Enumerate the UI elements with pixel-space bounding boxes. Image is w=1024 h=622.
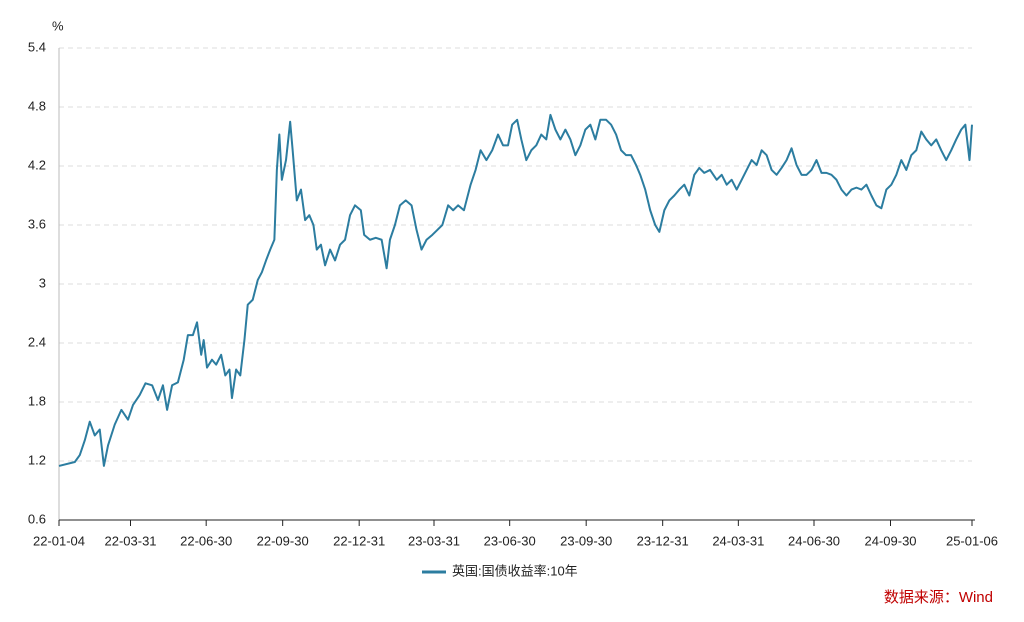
x-tick-label: 23-09-30 xyxy=(560,533,612,548)
y-tick-label: 0.6 xyxy=(28,511,46,526)
x-tick-label: 22-09-30 xyxy=(257,533,309,548)
x-tick-label: 23-06-30 xyxy=(484,533,536,548)
x-tick-label: 24-06-30 xyxy=(788,533,840,548)
x-tick-label: 22-12-31 xyxy=(333,533,385,548)
x-tick-label: 22-01-04 xyxy=(33,533,85,548)
x-tick-label: 22-06-30 xyxy=(180,533,232,548)
x-tick-label: 22-03-31 xyxy=(104,533,156,548)
y-tick-label: 4.8 xyxy=(28,98,46,113)
x-tick-label: 23-03-31 xyxy=(408,533,460,548)
legend-label: 英国:国债收益率:10年 xyxy=(452,563,578,578)
x-tick-label: 24-09-30 xyxy=(864,533,916,548)
x-tick-label: 25-01-06 xyxy=(946,533,998,548)
x-tick-label: 23-12-31 xyxy=(637,533,689,548)
y-tick-label: 1.2 xyxy=(28,452,46,467)
x-tick-label: 24-03-31 xyxy=(712,533,764,548)
y-axis-label: % xyxy=(52,18,64,33)
y-tick-label: 1.8 xyxy=(28,393,46,408)
y-tick-label: 4.2 xyxy=(28,157,46,172)
y-tick-label: 3.6 xyxy=(28,216,46,231)
y-tick-label: 5.4 xyxy=(28,39,46,54)
data-line xyxy=(58,113,973,467)
source-note: 数据来源：Wind xyxy=(884,589,993,606)
y-tick-label: 2.4 xyxy=(28,334,46,349)
y-tick-label: 3 xyxy=(39,275,46,290)
